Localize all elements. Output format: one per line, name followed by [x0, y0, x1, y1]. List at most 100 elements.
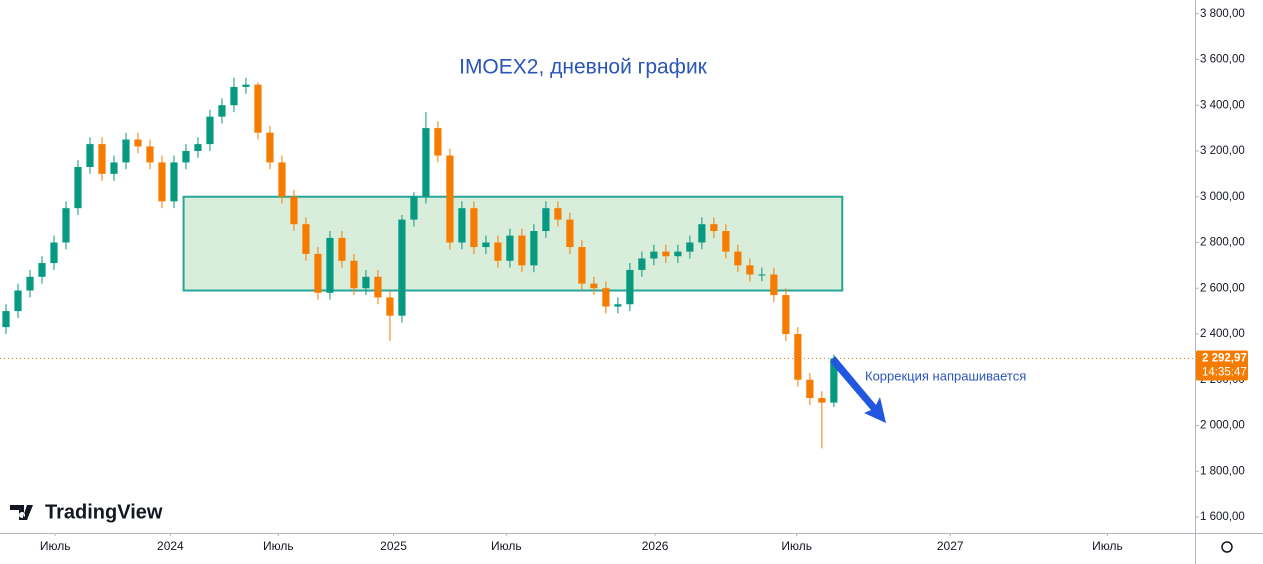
chart-title: IMOEX2, дневной график: [459, 56, 708, 79]
candle-body: [62, 208, 70, 243]
y-tick-label: 3 800,00: [1200, 8, 1245, 20]
candle-body: [614, 304, 622, 307]
candle-body: [194, 144, 202, 151]
candle-body: [86, 144, 94, 167]
settings-icon[interactable]: [1221, 541, 1233, 553]
y-tick-label: 3 200,00: [1200, 145, 1245, 157]
y-tick-label: 3 000,00: [1200, 191, 1245, 203]
candle-body: [482, 242, 490, 248]
candle-body: [350, 260, 358, 289]
logo: TradingView: [10, 501, 163, 523]
x-tick-label: Июль: [491, 539, 522, 553]
timer-label: 14:35:47: [1202, 366, 1247, 378]
candle-body: [386, 297, 394, 316]
candle-body: [758, 274, 766, 276]
candle-body: [530, 231, 538, 266]
x-tick-label: 2024: [157, 539, 184, 553]
y-tick-label: 2 800,00: [1200, 237, 1245, 249]
candle-body: [566, 219, 574, 248]
candle-body: [38, 263, 46, 277]
candle-body: [278, 162, 286, 197]
y-tick-label: 2 400,00: [1200, 328, 1245, 340]
x-tick-label: Июль: [263, 539, 294, 553]
y-tick-label: 2 000,00: [1200, 420, 1245, 432]
y-tick-label: 1 600,00: [1200, 511, 1245, 523]
candle-body: [662, 251, 670, 257]
candle-body: [578, 247, 586, 284]
candle-body: [182, 150, 190, 163]
candle-body: [722, 231, 730, 252]
x-tick-label: 2025: [380, 539, 407, 553]
candle-body: [770, 274, 778, 296]
candle-body: [626, 269, 634, 305]
candle-body: [326, 237, 334, 293]
candle-body: [254, 84, 262, 133]
candle-body: [590, 283, 598, 289]
candle-body: [446, 155, 454, 243]
candle-body: [710, 224, 718, 232]
candle-body: [398, 219, 406, 316]
settings-gear[interactable]: [1221, 541, 1233, 553]
candle-body: [170, 162, 178, 202]
logo-icon: [10, 505, 33, 520]
candle-body: [554, 208, 562, 220]
candle-body: [206, 116, 214, 145]
candle-body: [290, 196, 298, 225]
candle-body: [734, 251, 742, 266]
arrow: [830, 356, 886, 423]
candle-body: [782, 295, 790, 334]
y-tick-label: 1 800,00: [1200, 465, 1245, 477]
candle-body: [494, 242, 502, 261]
x-tick-label: Июль: [40, 539, 71, 553]
candle-body: [506, 235, 514, 261]
candle-body: [50, 242, 58, 264]
y-tick-label: 3 400,00: [1200, 99, 1245, 111]
candle-body: [686, 242, 694, 252]
candle-body: [158, 162, 166, 202]
candle-body: [818, 398, 826, 403]
annotation: Коррекция напрашивается: [865, 368, 1026, 383]
last-price-badge: [1196, 350, 1248, 381]
candle-body: [806, 379, 814, 399]
candle-body: [338, 237, 346, 261]
candle-body: [134, 139, 142, 147]
candle-body: [518, 235, 526, 266]
x-tick-label: 2027: [937, 539, 964, 553]
candle-body: [242, 84, 250, 87]
candle-body: [314, 253, 322, 293]
candle-body: [266, 132, 274, 163]
candle-body: [698, 224, 706, 243]
y-tick-label: 3 600,00: [1200, 54, 1245, 66]
candle-body: [14, 290, 22, 312]
candle-body: [434, 128, 442, 156]
candle-body: [650, 251, 658, 259]
x-tick-label: Июль: [781, 539, 812, 553]
candle-body: [542, 208, 550, 232]
candle-body: [230, 86, 238, 106]
candle-body: [674, 251, 682, 257]
candle-body: [746, 265, 754, 275]
x-tick-label: 2026: [642, 539, 669, 553]
candle-body: [458, 208, 466, 243]
candle-body: [362, 276, 370, 289]
candle-body: [146, 146, 154, 163]
candle-body: [302, 224, 310, 254]
candle-body: [830, 358, 838, 403]
candle-body: [2, 311, 10, 328]
y-tick-label: 2 600,00: [1200, 282, 1245, 294]
candle-body: [74, 166, 82, 209]
candle-body: [98, 144, 106, 174]
candle-body: [602, 288, 610, 307]
candle-body: [26, 276, 34, 291]
logo-text: TradingView: [45, 501, 163, 523]
candle-body: [218, 105, 226, 117]
x-tick-label: Июль: [1092, 539, 1123, 553]
candle-body: [638, 258, 646, 270]
candle-body: [122, 139, 130, 163]
candle-body: [374, 276, 382, 298]
candle-body: [410, 196, 418, 220]
candle-body: [470, 208, 478, 248]
candle-body: [794, 333, 802, 380]
candle-body: [110, 162, 118, 174]
